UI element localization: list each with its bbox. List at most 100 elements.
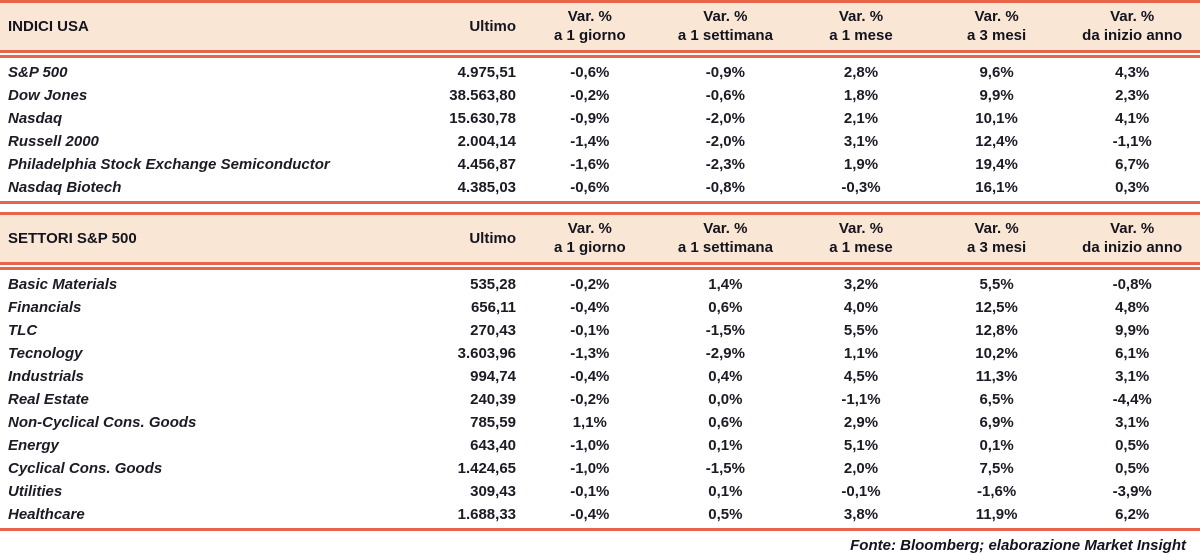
var-sublabel: da inizio anno — [1082, 239, 1183, 256]
table-row: TLC 270,43 -0,1% -1,5% 5,5% 12,8% 9,9% — [0, 319, 1200, 342]
row-label: Industrials — [8, 368, 84, 385]
row-var-1w: -2,0% — [705, 133, 745, 150]
sectors-sp500-header-row: SETTORI S&P 500 Ultimo Var. % a 1 giorno… — [0, 212, 1200, 262]
row-var-1m: -0,3% — [841, 179, 881, 196]
row-var-3m: 12,4% — [975, 133, 1018, 150]
table-row: Tecnology 3.603,96 -1,3% -2,9% 1,1% 10,2… — [0, 342, 1200, 365]
row-var-1d: -0,2% — [570, 391, 610, 408]
row-var-1d: 1,1% — [572, 414, 607, 431]
row-label: S&P 500 — [8, 64, 68, 81]
row-var-1m: 2,0% — [843, 460, 879, 477]
row-var-1m: 5,1% — [843, 437, 879, 454]
row-var-ytd: 3,1% — [1115, 368, 1150, 385]
row-var-ytd: -4,4% — [1112, 391, 1152, 408]
table-gap — [0, 204, 1200, 212]
column-header-var-1d: Var. % a 1 giorno — [522, 7, 658, 45]
row-var-ytd: -0,8% — [1112, 276, 1152, 293]
row-var-3m: -1,6% — [976, 483, 1017, 500]
row-label: Nasdaq Biotech — [8, 179, 122, 196]
row-last-value: 4.456,87 — [457, 156, 516, 173]
row-var-1m: 1,9% — [843, 156, 879, 173]
row-last-value: 15.630,78 — [449, 110, 516, 127]
var-sublabel: a 3 mesi — [966, 239, 1027, 256]
sectors-sp500-table: SETTORI S&P 500 Ultimo Var. % a 1 giorno… — [0, 212, 1200, 531]
table-row: Non-Cyclical Cons. Goods 785,59 1,1% 0,6… — [0, 411, 1200, 434]
row-var-ytd: 2,3% — [1115, 87, 1150, 104]
double-divider-line — [0, 50, 1200, 58]
row-var-3m: 19,4% — [975, 156, 1018, 173]
var-label: Var. % — [703, 220, 748, 237]
row-last-value: 994,74 — [470, 368, 516, 385]
sectors-sp500-body: Basic Materials 535,28 -0,2% 1,4% 3,2% 5… — [0, 270, 1200, 528]
var-sublabel: a 1 mese — [829, 27, 893, 44]
row-var-ytd: 0,5% — [1115, 460, 1150, 477]
row-var-1m: 2,1% — [843, 110, 879, 127]
row-var-1d: -0,6% — [570, 64, 610, 81]
row-label: Non-Cyclical Cons. Goods — [8, 414, 197, 431]
row-last-value: 1.424,65 — [457, 460, 516, 477]
row-var-ytd: 4,3% — [1115, 64, 1150, 81]
indices-usa-body: S&P 500 4.975,51 -0,6% -0,9% 2,8% 9,6% 4… — [0, 58, 1200, 201]
row-label: Healthcare — [8, 506, 85, 523]
row-var-3m: 6,5% — [979, 391, 1014, 408]
indices-usa-header-row: INDICI USA Ultimo Var. % a 1 giorno Var.… — [0, 0, 1200, 50]
row-var-1d: -0,4% — [570, 368, 610, 385]
row-var-1m: -1,1% — [841, 391, 881, 408]
row-var-ytd: 4,8% — [1115, 299, 1150, 316]
row-last-value: 270,43 — [470, 322, 516, 339]
column-header-var-3m: Var. % a 3 mesi — [929, 7, 1065, 45]
row-var-3m: 7,5% — [979, 460, 1014, 477]
row-var-1m: 3,1% — [843, 133, 879, 150]
row-last-value: 656,11 — [470, 299, 516, 316]
row-last-value: 1.688,33 — [457, 506, 516, 523]
single-divider-line — [0, 528, 1200, 531]
table-title: INDICI USA — [8, 17, 89, 35]
row-last-value: 643,40 — [470, 437, 516, 454]
row-var-1m: 5,5% — [843, 322, 879, 339]
row-var-1d: -1,0% — [570, 437, 610, 454]
row-var-1d: -1,3% — [570, 345, 610, 362]
row-var-1d: -0,1% — [570, 483, 610, 500]
row-label: Financials — [8, 299, 82, 316]
row-label: TLC — [8, 322, 38, 339]
table-row: Real Estate 240,39 -0,2% 0,0% -1,1% 6,5%… — [0, 388, 1200, 411]
double-divider-line — [0, 262, 1200, 270]
row-var-3m: 11,3% — [975, 368, 1018, 385]
row-var-ytd: -1,1% — [1112, 133, 1152, 150]
row-var-1w: 0,5% — [708, 506, 743, 523]
row-var-1w: -2,0% — [705, 110, 745, 127]
var-label: Var. % — [974, 8, 1019, 25]
row-var-1d: -0,2% — [570, 87, 610, 104]
row-last-value: 2.004,14 — [457, 133, 516, 150]
column-header-var-1w: Var. % a 1 settimana — [658, 7, 794, 45]
row-var-1w: -1,5% — [705, 322, 745, 339]
row-label: Basic Materials — [8, 276, 118, 293]
row-label: Russell 2000 — [8, 133, 99, 150]
row-var-1m: 2,8% — [843, 64, 879, 81]
row-label: Philadelphia Stock Exchange Semiconducto… — [8, 156, 330, 173]
var-sublabel: a 3 mesi — [966, 27, 1027, 44]
row-var-ytd: 0,5% — [1115, 437, 1150, 454]
var-label: Var. % — [703, 8, 748, 25]
row-var-1d: -0,1% — [570, 322, 610, 339]
row-var-1d: -1,0% — [570, 460, 610, 477]
row-var-1w: -2,9% — [705, 345, 745, 362]
row-var-ytd: 6,1% — [1115, 345, 1150, 362]
row-var-1d: -1,6% — [570, 156, 610, 173]
row-var-ytd: 3,1% — [1115, 414, 1150, 431]
row-last-value: 4.385,03 — [457, 179, 516, 196]
row-last-value: 240,39 — [470, 391, 516, 408]
row-var-3m: 10,2% — [975, 345, 1018, 362]
row-var-1w: 0,6% — [708, 414, 743, 431]
row-var-3m: 16,1% — [975, 179, 1018, 196]
row-var-ytd: 9,9% — [1115, 322, 1150, 339]
row-var-1w: 1,4% — [708, 276, 743, 293]
row-var-3m: 9,9% — [979, 87, 1014, 104]
row-last-value: 38.563,80 — [449, 87, 516, 104]
row-var-ytd: 6,2% — [1115, 506, 1150, 523]
row-last-value: 3.603,96 — [457, 345, 516, 362]
row-var-ytd: -3,9% — [1112, 483, 1152, 500]
table-row: Nasdaq 15.630,78 -0,9% -2,0% 2,1% 10,1% … — [0, 107, 1200, 130]
table-row: Philadelphia Stock Exchange Semiconducto… — [0, 153, 1200, 176]
single-divider-line — [0, 201, 1200, 204]
